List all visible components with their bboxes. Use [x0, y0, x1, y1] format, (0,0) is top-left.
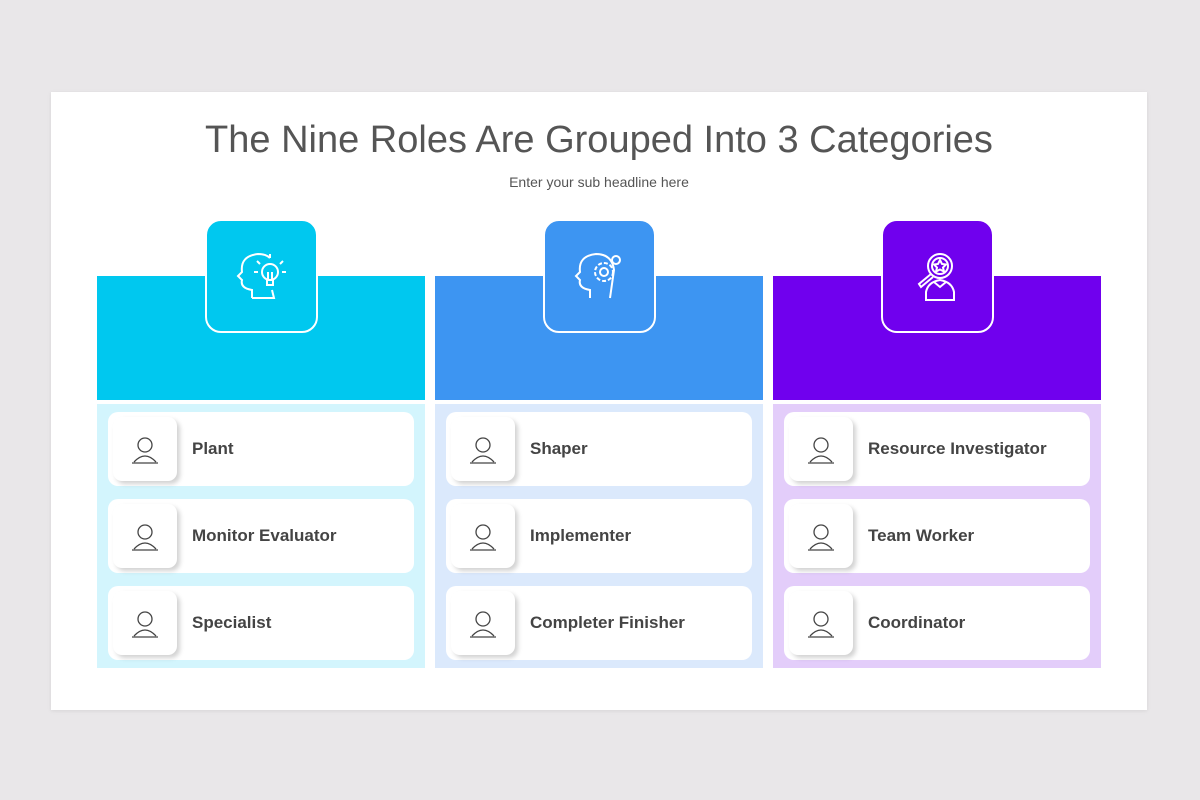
role-label: Specialist	[192, 613, 272, 632]
roles-panel: Plant Monitor Evaluator Specialist	[97, 404, 425, 668]
role-label: Team Worker	[868, 526, 975, 545]
role-card: Coordinator	[784, 586, 1090, 660]
category-column: People-Oriented Roles Resource Investiga…	[773, 219, 1101, 668]
person-search-star-icon	[881, 219, 994, 333]
role-label: Implementer	[530, 526, 632, 545]
slide: The Nine Roles Are Grouped Into 3 Catego…	[51, 92, 1147, 710]
shaper-icon	[451, 417, 515, 481]
team-workers-icon	[789, 504, 853, 568]
slide-subtitle: Enter your sub headline here	[509, 174, 689, 190]
plant-icon	[113, 417, 177, 481]
role-card: Shaper	[446, 412, 752, 486]
role-card: Monitor Evaluator	[108, 499, 414, 573]
slide-title: The Nine Roles Are Grouped Into 3 Catego…	[205, 119, 993, 161]
role-card: Specialist	[108, 586, 414, 660]
role-card: Completer Finisher	[446, 586, 752, 660]
role-label: Monitor Evaluator	[192, 526, 337, 545]
idea-gear-icon	[451, 504, 515, 568]
role-card: Plant	[108, 412, 414, 486]
role-label: Coordinator	[868, 613, 966, 632]
role-card: Team Worker	[784, 499, 1090, 573]
roles-panel: Resource Investigator Team Worker Coordina…	[773, 404, 1101, 668]
roles-panel: Shaper Implementer Completer Finisher	[435, 404, 763, 668]
head-lightbulb-icon	[205, 219, 318, 333]
network-people-icon	[789, 591, 853, 655]
evaluate-magnifier-icon	[113, 504, 177, 568]
head-gear-icon	[543, 219, 656, 333]
role-label: Shaper	[530, 439, 588, 458]
specialist-person-icon	[113, 591, 177, 655]
role-label: Completer Finisher	[530, 613, 685, 632]
category-column: Action-Oriented Roles ShaperImplementerC…	[435, 219, 763, 668]
document-check-icon	[451, 591, 515, 655]
role-label: Resource Investigator	[868, 439, 1047, 458]
people-gears-icon	[789, 417, 853, 481]
role-card: Resource Investigator	[784, 412, 1090, 486]
role-label: Plant	[192, 439, 234, 458]
role-card: Implementer	[446, 499, 752, 573]
